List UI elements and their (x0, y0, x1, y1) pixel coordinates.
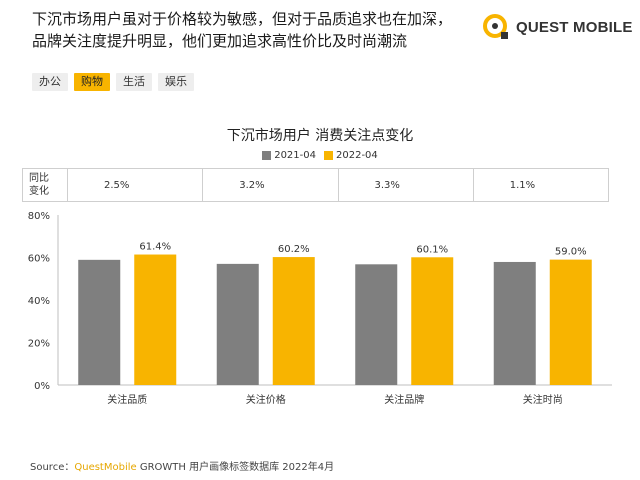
data-label: 59.0% (555, 247, 587, 258)
bar-2021-04-3 (493, 261, 536, 385)
bar-2021-04-2 (355, 264, 398, 385)
headline-line-1: 下沉市场用户虽对于价格较为敏感，但对于品质追求也在加深， (32, 10, 453, 28)
source-note: Source：QuestMobile GROWTH 用户画像标签数据库 2022… (30, 458, 334, 473)
tab-shopping[interactable]: 购物 (74, 73, 110, 91)
tab-entertainment[interactable]: 娱乐 (158, 73, 194, 91)
data-label: 61.4% (139, 242, 171, 253)
brand-name: QUEST MOBILE (516, 18, 633, 36)
y-tick-label: 60% (28, 254, 50, 265)
source-rest: GROWTH 用户画像标签数据库 2022年4月 (136, 462, 335, 473)
y-tick-label: 40% (28, 296, 50, 307)
bar-2022-04-0 (134, 254, 177, 385)
y-tick-label: 80% (28, 211, 50, 222)
category-tabs: 办公 购物 生活 娱乐 (32, 73, 200, 91)
q-logo-icon (483, 14, 508, 39)
data-label: 60.1% (416, 244, 448, 255)
legend-swatch-2022 (324, 151, 333, 160)
bar-2022-04-3 (549, 259, 592, 385)
legend-label-2021: 2021-04 (274, 150, 316, 161)
yoy-cell-quality: 2.5% (68, 169, 204, 201)
bar-2022-04-2 (411, 257, 454, 385)
x-tick-label: 关注品质 (107, 393, 147, 406)
legend-label-2022: 2022-04 (336, 150, 378, 161)
y-tick-label: 20% (28, 339, 50, 350)
chart-title: 下沉市场用户 消费关注点变化 (226, 128, 414, 144)
x-tick-label: 关注价格 (246, 393, 286, 406)
chart-legend: 2021-04 2022-04 (0, 150, 640, 161)
source-brand: QuestMobile (74, 462, 137, 473)
brand-logo: QUEST MOBILE (482, 13, 633, 41)
yoy-label-line-2: 变化 (29, 186, 49, 197)
y-tick-label: 0% (34, 381, 50, 392)
x-tick-label: 关注品牌 (384, 393, 424, 406)
source-prefix: Source： (30, 462, 75, 473)
yoy-change-table: 同比 变化 2.5% 3.2% 3.3% 1.1% (22, 168, 609, 202)
bar-2022-04-1 (272, 257, 315, 385)
legend-item-2022: 2022-04 (324, 150, 378, 161)
yoy-label-line-1: 同比 (29, 173, 49, 184)
tab-life[interactable]: 生活 (116, 73, 152, 91)
headline-line-2: 品牌关注度提升明显，他们更加追求高性价比及时尚潮流 (32, 32, 408, 50)
data-label: 60.2% (278, 244, 310, 255)
legend-swatch-2021 (262, 151, 272, 160)
tab-office[interactable]: 办公 (32, 73, 68, 91)
x-tick-label: 关注时尚 (523, 393, 563, 406)
legend-item-2021: 2021-04 (262, 150, 316, 161)
headline: 下沉市场用户虽对于价格较为敏感，但对于品质追求也在加深， 品牌关注度提升明显，他… (32, 8, 452, 52)
bar-2021-04-1 (216, 263, 259, 385)
yoy-cell-fashion: 1.1% (509, 179, 536, 191)
yoy-cell-price: 3.2% (203, 169, 339, 201)
yoy-row-label: 同比 变化 (23, 169, 68, 201)
bar-2021-04-0 (78, 259, 121, 385)
yoy-cell-brand: 3.3% (339, 169, 474, 201)
